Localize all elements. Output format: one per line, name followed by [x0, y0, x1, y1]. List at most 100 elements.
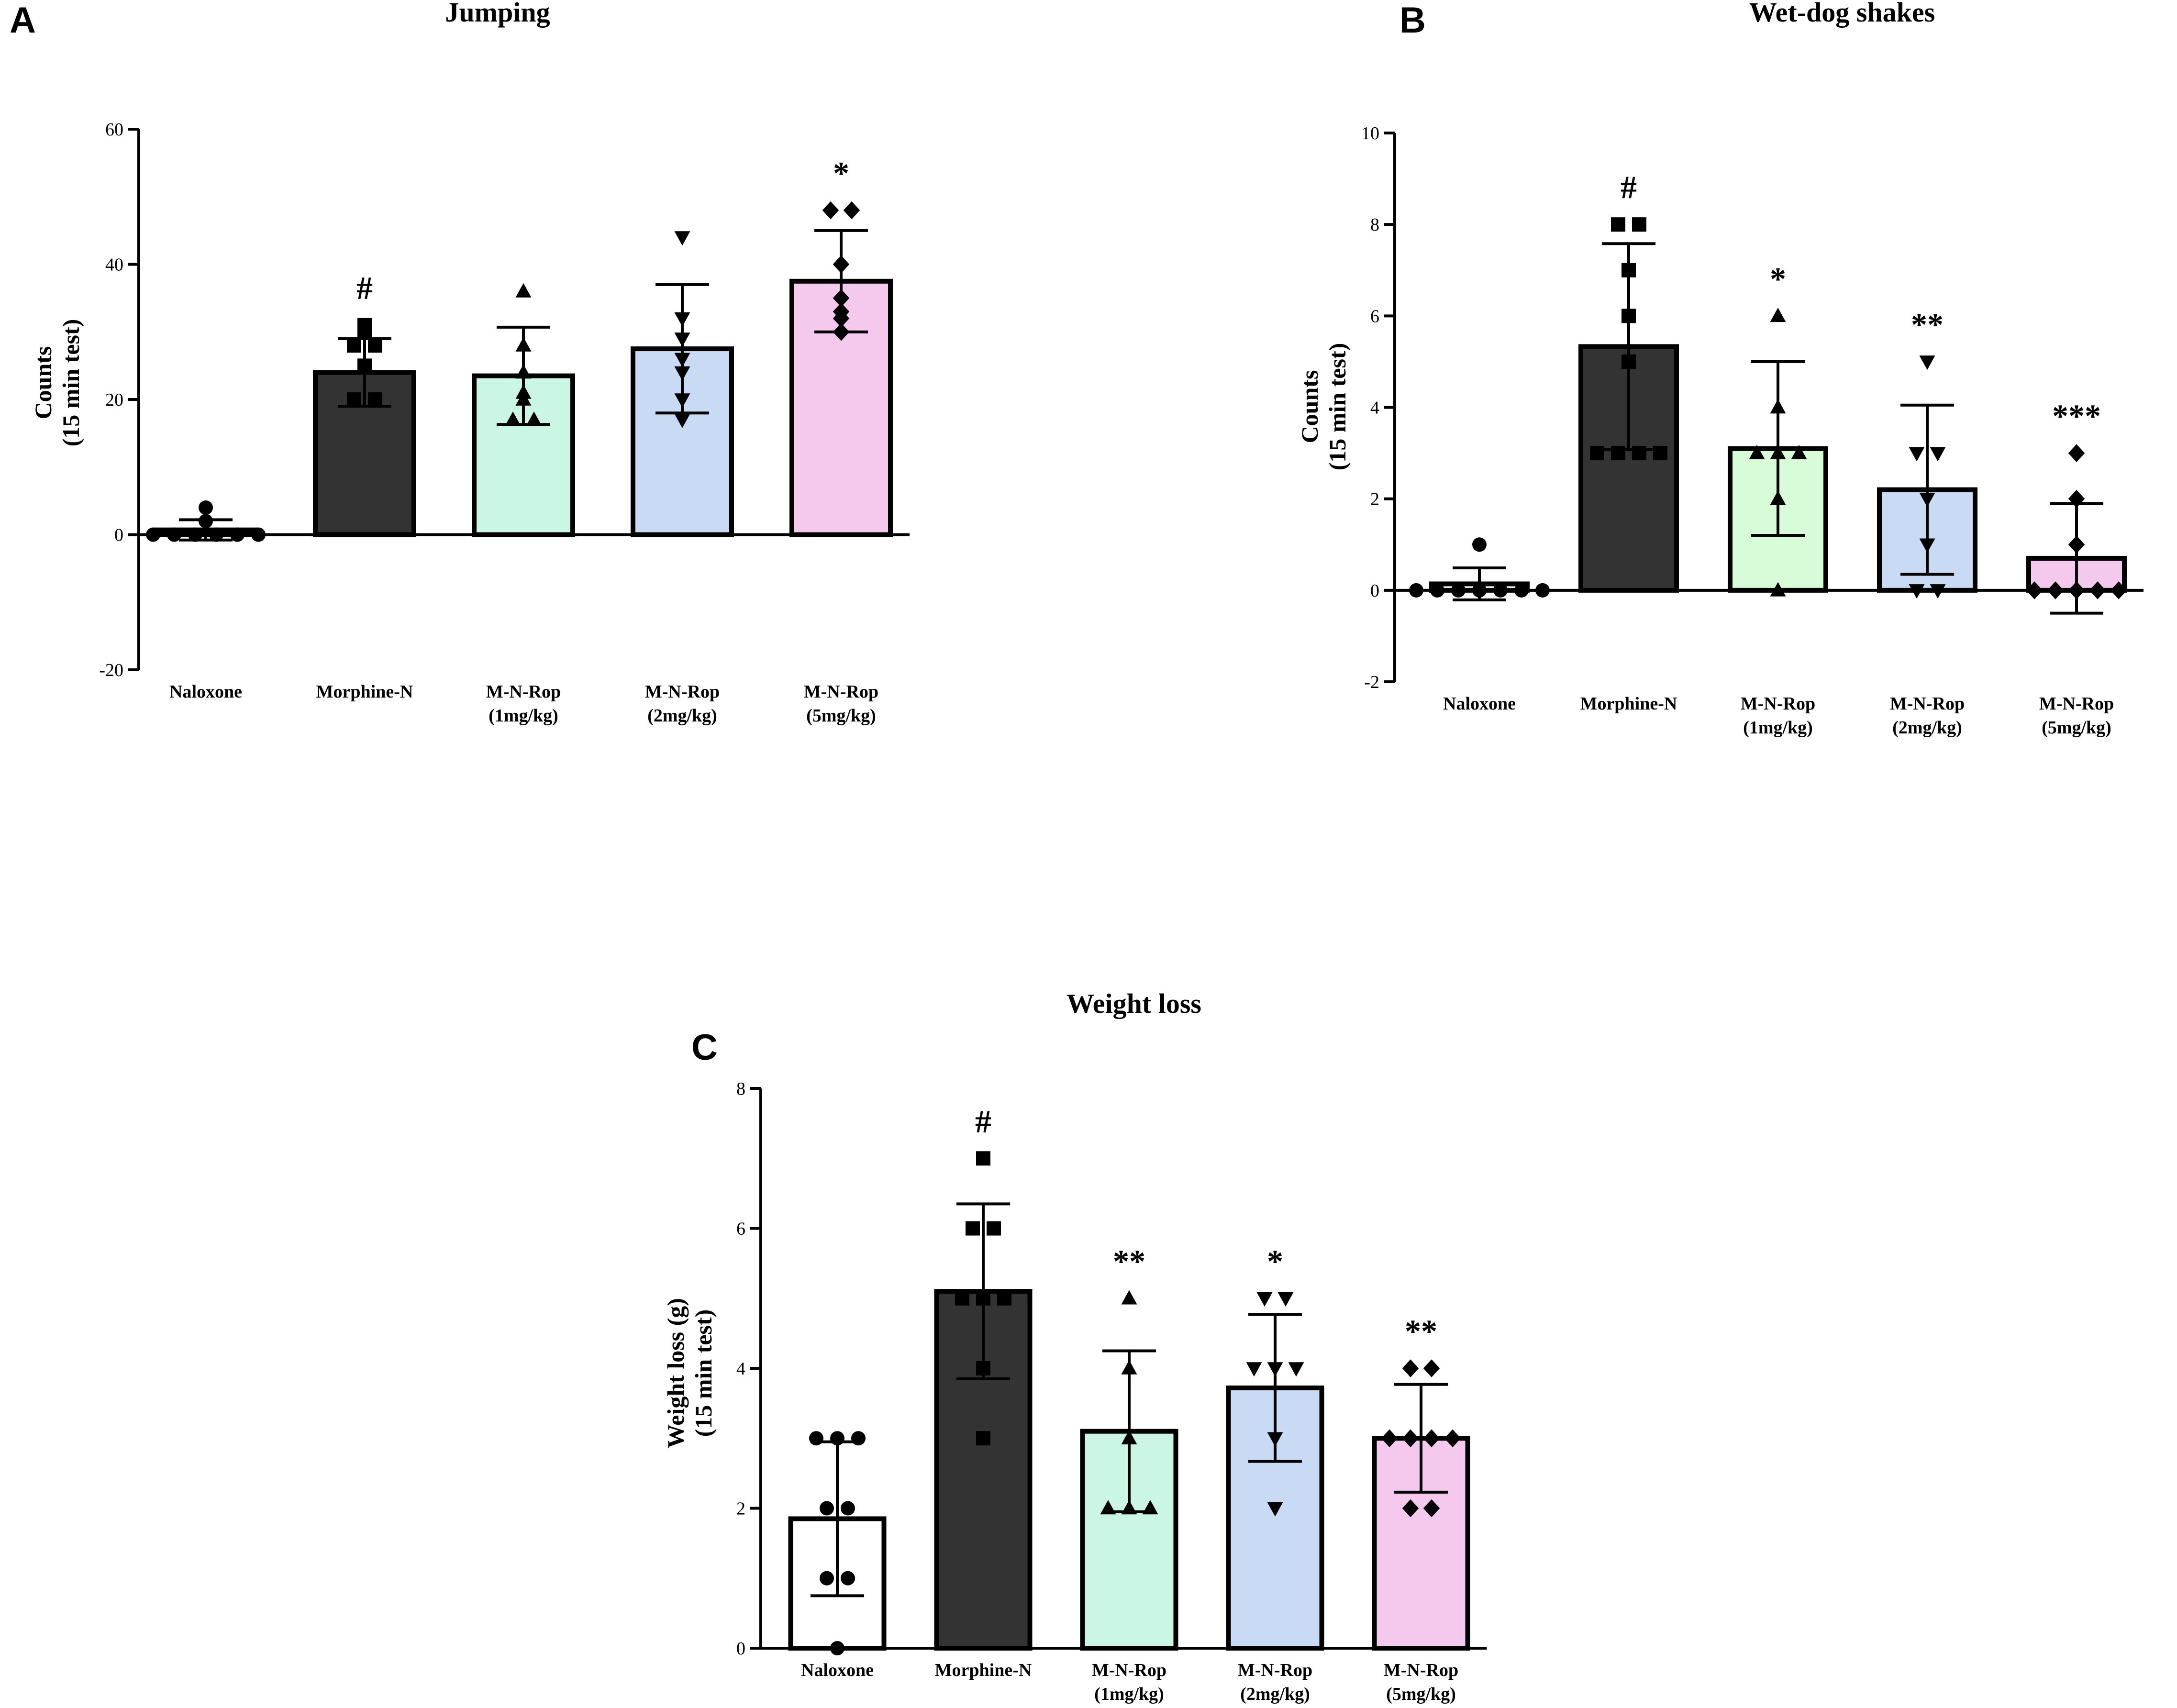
bar-group-0: [788, 1431, 887, 1655]
y-tick-label: 8: [736, 1079, 745, 1099]
bar: [1372, 1436, 1470, 1651]
y-tick-label: 8: [1370, 215, 1379, 235]
y-tick-label: 6: [736, 1219, 745, 1239]
bar-group-4: ***: [2026, 398, 2127, 615]
x-tick-label: Morphine-N: [1580, 694, 1677, 714]
data-point: [833, 289, 850, 307]
data-point: [1919, 492, 1935, 507]
x-tick-label: Naloxone: [169, 682, 242, 702]
data-point: [2068, 489, 2085, 508]
x-tick-label: (2mg/kg): [1240, 1684, 1310, 1704]
data-point: [2068, 444, 2085, 462]
data-point: [1402, 1499, 1419, 1518]
data-point: [1277, 1292, 1294, 1307]
y-tick-label: 4: [736, 1359, 745, 1379]
data-point: [1402, 1429, 1419, 1447]
data-point: [966, 1221, 980, 1236]
data-point: [1402, 1359, 1419, 1377]
y-tick-label: -20: [99, 660, 123, 680]
data-point: [515, 337, 532, 352]
data-point: [1611, 446, 1625, 461]
data-point: [1622, 263, 1636, 277]
x-tick-label: (2mg/kg): [1892, 718, 1962, 738]
data-point: [1632, 446, 1646, 461]
data-point: [199, 514, 213, 529]
data-point: [1472, 537, 1487, 552]
data-point: [1267, 1502, 1283, 1517]
data-point: [1121, 1430, 1137, 1444]
y-axis-label-line: (15 min test): [57, 319, 84, 447]
y-tick-label: 0: [114, 525, 123, 545]
data-point: [347, 392, 361, 407]
y-tick-label: -2: [1364, 672, 1379, 692]
y-tick-label: 0: [1370, 581, 1379, 601]
data-point: [1770, 399, 1786, 414]
data-point: [357, 318, 372, 333]
data-point: [1381, 1429, 1398, 1447]
panel-c: C Weight loss Weight loss (g) (15 min test)…: [662, 988, 1487, 1704]
bar-group-2: *: [1728, 260, 1828, 597]
y-tick-label: 0: [736, 1639, 745, 1659]
data-point: [1653, 446, 1667, 461]
significance-marker: **: [1113, 1243, 1145, 1279]
panel-a: A Jumping Counts (15 min test) Naloxone # Morp…: [10, 0, 910, 726]
y-axis-label: Counts (15 min test): [30, 319, 84, 447]
data-point: [1142, 1500, 1158, 1515]
data-point: [505, 411, 521, 426]
data-point: [1121, 1290, 1137, 1305]
significance-marker: #: [1621, 169, 1637, 205]
data-point: [976, 1151, 990, 1166]
x-tick-label: M-N-Rop: [2039, 694, 2114, 714]
x-tick-label: M-N-Rop: [1384, 1660, 1458, 1680]
data-point: [357, 358, 372, 373]
x-tick-label: M-N-Rop: [1890, 694, 1965, 714]
bar-group-4: **: [1372, 1313, 1470, 1651]
data-point: [809, 1431, 823, 1446]
y-axis-label-line: Counts: [30, 346, 56, 420]
data-point: [1611, 217, 1625, 232]
data-point: [1100, 1500, 1116, 1515]
data-point: [368, 338, 382, 353]
data-point: [1909, 447, 1925, 462]
bar-group-2: **: [1080, 1243, 1178, 1651]
significance-marker: *: [833, 155, 849, 191]
data-point: [1919, 538, 1935, 553]
x-tick-label: M-N-Rop: [1238, 1660, 1312, 1680]
significance-marker: *: [1770, 260, 1786, 297]
data-point: [843, 201, 860, 220]
bar-group-2: [472, 283, 575, 537]
data-point: [1590, 446, 1604, 461]
x-tick-label: (5mg/kg): [2042, 718, 2111, 738]
x-tick-label: M-N-Rop: [1741, 694, 1815, 714]
data-point: [674, 333, 690, 347]
chart-title: Wet-dog shakes: [1749, 0, 1935, 28]
y-tick-label: 6: [1370, 306, 1379, 326]
x-tick-label: Naloxone: [1443, 694, 1516, 714]
y-tick-label: 2: [736, 1499, 745, 1519]
data-point: [820, 1501, 834, 1516]
panel-b: B Wet-dog shakes Counts (15 min test) Naloxo…: [1296, 0, 2144, 738]
y-tick-label: 20: [105, 390, 123, 410]
error-bar: [1602, 242, 1655, 451]
y-axis-label-line: Weight loss (g): [662, 1298, 689, 1448]
x-tick-label: (1mg/kg): [1743, 718, 1813, 738]
y-axis-label: Weight loss (g) (15 min test): [662, 1298, 717, 1448]
y-axis-label-line: Counts: [1296, 370, 1323, 444]
data-point: [1622, 354, 1636, 369]
data-point: [841, 1571, 855, 1586]
data-point: [1749, 444, 1765, 459]
bar-group-1: #: [934, 1103, 1033, 1651]
data-point: [515, 384, 532, 399]
data-point: [2068, 535, 2085, 554]
x-tick-label: M-N-Rop: [1092, 1660, 1166, 1680]
bar-group-3: **: [1877, 306, 1977, 599]
y-tick-label: 2: [1370, 489, 1379, 510]
significance-marker: ***: [2052, 398, 2101, 434]
bar-group-1: #: [313, 270, 416, 537]
data-point: [674, 312, 690, 327]
x-tick-label: Morphine-N: [316, 682, 413, 702]
data-point: [1930, 447, 1946, 462]
x-tick-label: M-N-Rop: [486, 682, 561, 702]
data-point: [833, 302, 850, 321]
